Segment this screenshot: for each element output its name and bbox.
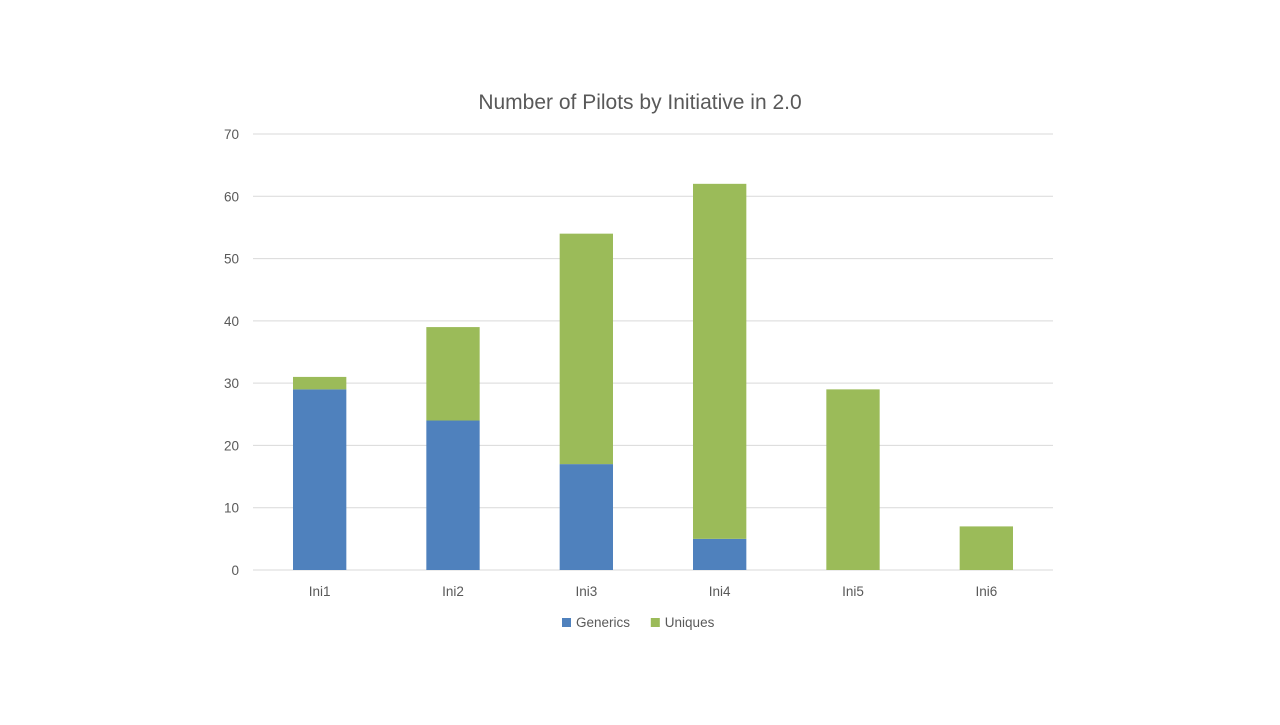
y-tick-label: 50 bbox=[224, 252, 239, 267]
x-tick-label: Ini6 bbox=[975, 584, 997, 599]
y-tick-label: 10 bbox=[224, 501, 239, 516]
y-tick-label: 30 bbox=[224, 376, 239, 391]
y-tick-label: 0 bbox=[231, 563, 239, 578]
x-axis-tick-labels: Ini1 Ini2 Ini3 Ini4 Ini5 Ini6 bbox=[309, 584, 997, 599]
legend-label-uniques: Uniques bbox=[665, 615, 715, 630]
x-tick-label: Ini4 bbox=[709, 584, 731, 599]
y-axis-tick-labels: 0 10 20 30 40 50 60 70 bbox=[224, 127, 239, 578]
bar-generics-ini1 bbox=[293, 389, 347, 570]
bar-uniques-ini6 bbox=[959, 526, 1013, 570]
bar-generics-ini2 bbox=[426, 420, 480, 570]
x-tick-label: Ini3 bbox=[575, 584, 597, 599]
y-tick-label: 70 bbox=[224, 127, 239, 142]
bars bbox=[293, 183, 1013, 570]
bar-generics-ini3 bbox=[559, 464, 613, 570]
chart-title: Number of Pilots by Initiative in 2.0 bbox=[478, 91, 801, 114]
bar-uniques-ini4 bbox=[693, 183, 747, 539]
bar-uniques-ini3 bbox=[559, 233, 613, 465]
x-tick-label: Ini2 bbox=[442, 584, 464, 599]
legend: Generics Uniques bbox=[562, 615, 715, 630]
x-tick-label: Ini5 bbox=[842, 584, 864, 599]
legend-swatch-uniques bbox=[650, 618, 660, 627]
bar-uniques-ini1 bbox=[293, 376, 347, 390]
x-tick-label: Ini1 bbox=[309, 584, 331, 599]
bar-uniques-ini2 bbox=[426, 327, 480, 421]
gridlines bbox=[253, 133, 1053, 571]
y-tick-label: 40 bbox=[224, 314, 239, 329]
y-tick-label: 20 bbox=[224, 438, 239, 453]
legend-swatch-generics bbox=[562, 618, 571, 627]
y-tick-label: 60 bbox=[224, 189, 239, 204]
legend-label-generics: Generics bbox=[576, 615, 630, 630]
bar-generics-ini4 bbox=[693, 538, 747, 570]
bar-uniques-ini5 bbox=[826, 389, 880, 570]
